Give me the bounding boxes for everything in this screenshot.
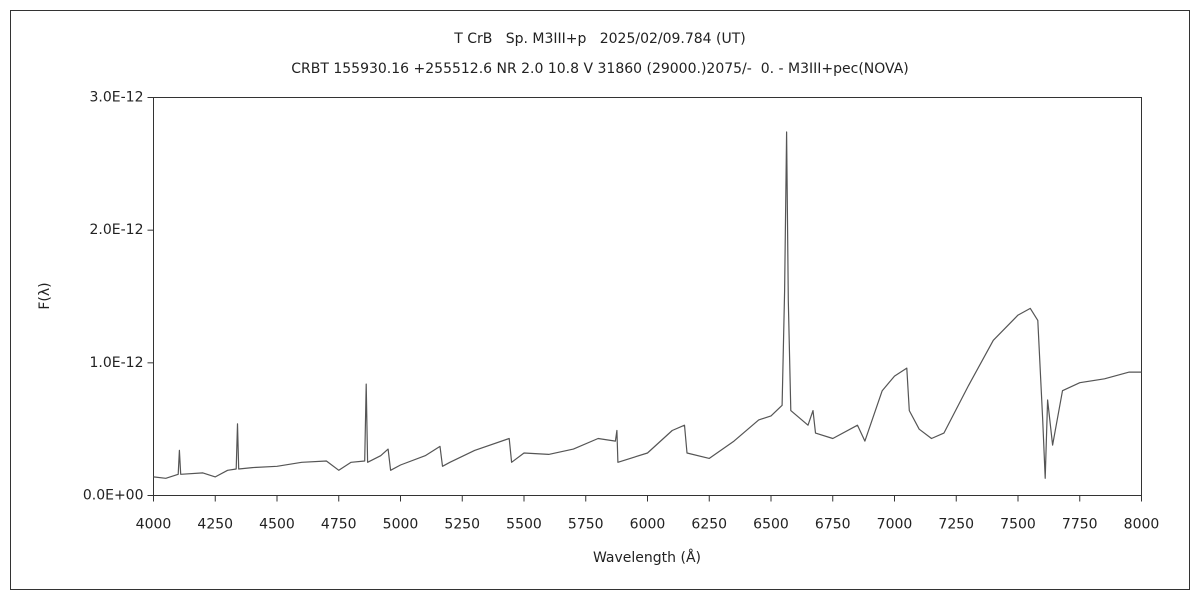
x-axis-label: Wavelength (Å) [593, 549, 701, 566]
x-tick-label: 7750 [1062, 517, 1098, 533]
x-tick-label: 4000 [136, 517, 172, 533]
x-tick-label: 5750 [568, 517, 604, 533]
x-tick-label: 5000 [383, 517, 419, 533]
x-tick-label: 6250 [691, 517, 727, 533]
y-tick-label: 0.0E+00 [83, 488, 144, 504]
x-tick-label: 4500 [259, 517, 295, 533]
chart-frame [10, 10, 1190, 590]
x-tick-label: 7500 [1000, 517, 1036, 533]
x-tick-label: 7250 [938, 517, 974, 533]
x-tick-label: 4250 [197, 517, 233, 533]
x-tick-label: 6750 [815, 517, 851, 533]
y-tick-label: 3.0E-12 [90, 90, 144, 106]
spectrum-line [153, 131, 1142, 479]
x-tick-label: 5250 [444, 517, 480, 533]
x-tick-label: 7000 [877, 517, 913, 533]
y-tick-label: 2.0E-12 [90, 222, 144, 238]
y-axis-label: F(λ) [37, 282, 53, 309]
x-tick-label: 5500 [506, 517, 542, 533]
y-tick-label: 1.0E-12 [90, 355, 144, 371]
plot-frame [153, 97, 1142, 496]
chart-title: T CrB Sp. M3III+p 2025/02/09.784 (UT) [453, 31, 746, 47]
x-tick-label: 4750 [321, 517, 357, 533]
x-tick-label: 8000 [1124, 517, 1160, 533]
chart-subtitle: CRBT 155930.16 +255512.6 NR 2.0 10.8 V 3… [291, 61, 909, 77]
x-tick-label: 6500 [753, 517, 789, 533]
x-tick-label: 6000 [630, 517, 666, 533]
